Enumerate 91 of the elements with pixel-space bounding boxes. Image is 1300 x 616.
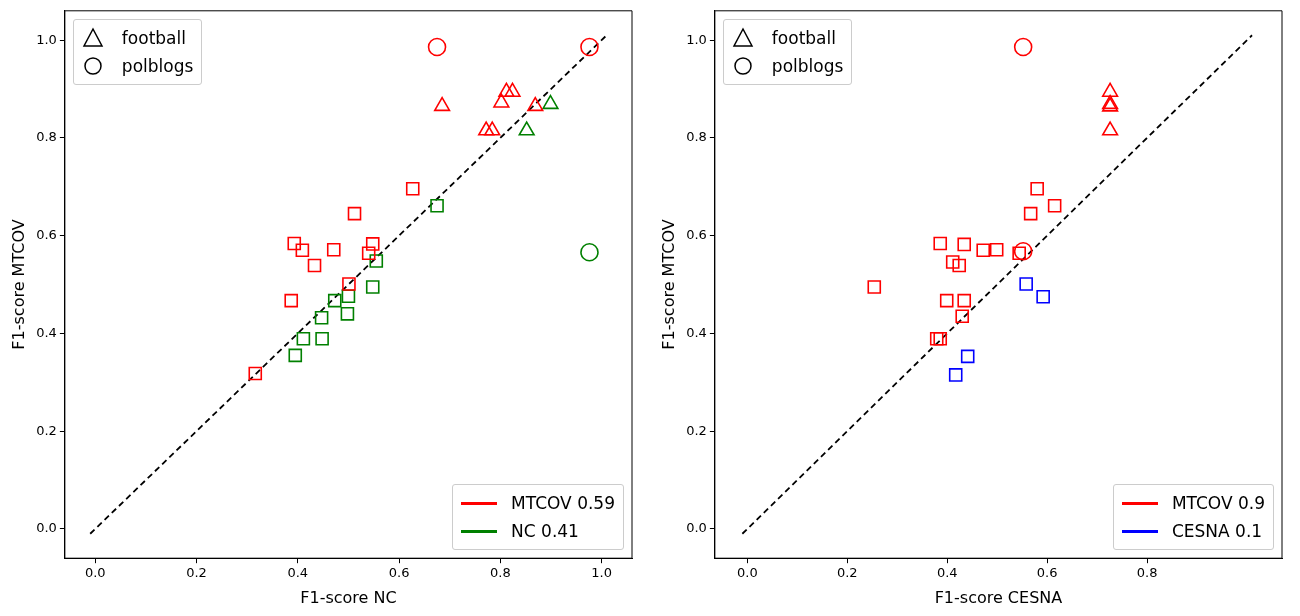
y-tick-label: 0.2 (686, 422, 707, 438)
point (405, 181, 420, 196)
point (1023, 206, 1038, 221)
x-axis-title: F1-score CESNA (934, 587, 1063, 607)
point (493, 93, 510, 108)
point (430, 199, 444, 213)
point (945, 255, 960, 269)
point (957, 237, 972, 252)
point (1101, 121, 1119, 136)
y-tick-label: 0.4 (686, 324, 707, 340)
y-tick-label: 0.8 (36, 129, 57, 145)
point (957, 293, 972, 308)
point (1030, 181, 1044, 196)
point (1047, 199, 1062, 213)
point (1019, 277, 1033, 291)
point (933, 331, 948, 346)
x-tick-label: 0.0 (737, 565, 758, 581)
point (342, 277, 356, 291)
point (504, 82, 521, 97)
point (527, 96, 544, 112)
point (248, 366, 263, 381)
point (1013, 37, 1033, 57)
x-tick-label: 0.4 (936, 565, 958, 581)
annotation: polblogs (771, 55, 844, 76)
point (580, 242, 599, 262)
point (929, 331, 944, 346)
y-tick-label: 0.2 (36, 422, 57, 438)
legend-label: NC 0.41 (511, 521, 579, 542)
shape-key: football polblogs (722, 18, 853, 85)
point (307, 258, 322, 273)
x-tick-label: 0.8 (1136, 565, 1158, 581)
y-tick-label: 0.0 (686, 520, 707, 536)
y-tick-label: 1.0 (686, 31, 707, 47)
point (361, 246, 376, 261)
x-tick-label: 0.4 (287, 565, 309, 581)
y-tick-label: 0.6 (36, 227, 57, 242)
point (498, 82, 515, 97)
point (296, 331, 311, 346)
x-axis-title: F1-score NC (300, 587, 397, 607)
y-tick-label: 0.6 (686, 227, 707, 242)
x-tick-label: 0.2 (186, 565, 207, 581)
x-tick-label: 0.0 (84, 565, 106, 581)
annotation: football (121, 27, 186, 48)
point (952, 258, 967, 273)
point (287, 236, 302, 251)
point (518, 121, 535, 136)
shape-key: football polblogs (72, 18, 203, 85)
point (327, 293, 342, 308)
point (976, 243, 991, 258)
legend-label: MTCOV 0.59 (511, 493, 615, 514)
point (326, 242, 341, 257)
point (955, 309, 970, 324)
point (347, 206, 362, 221)
point (295, 243, 310, 258)
y-axis-title: F1-score MTCOV (658, 219, 678, 350)
annotation: football (771, 27, 836, 48)
point (933, 236, 948, 251)
point (1012, 246, 1026, 261)
x-tick-label: 0.8 (490, 565, 511, 581)
point (960, 349, 975, 364)
point (939, 293, 954, 308)
point (1101, 82, 1119, 97)
x-tick-label: 0.6 (1036, 565, 1058, 581)
point (989, 242, 1004, 257)
point (365, 280, 380, 294)
point (340, 307, 355, 321)
point (484, 121, 501, 136)
y-tick-label: 0.4 (36, 324, 57, 340)
y-tick-label: 0.8 (686, 129, 707, 145)
point (867, 280, 882, 294)
y-tick-label: 1.0 (36, 31, 57, 47)
point (1036, 289, 1050, 304)
x-tick-label: 0.2 (836, 565, 858, 581)
y-tick-label: 0.0 (36, 520, 57, 536)
annotation: polblogs (121, 55, 194, 76)
y-axis-title: F1-score MTCOV (8, 219, 28, 350)
point (1013, 241, 1033, 261)
x-tick-label: 0.6 (388, 565, 410, 581)
point (369, 254, 384, 268)
point (542, 94, 559, 110)
point (314, 310, 329, 325)
point (433, 96, 451, 112)
x-tick-label: 1.0 (591, 565, 612, 581)
point (948, 368, 963, 382)
point (315, 331, 329, 346)
point (478, 121, 495, 136)
point (365, 237, 380, 251)
legend-label: CESNA 0.1 (1171, 521, 1263, 542)
legend-label: MTCOV 0.9 (1171, 493, 1265, 514)
point (288, 348, 303, 363)
point (284, 293, 299, 308)
